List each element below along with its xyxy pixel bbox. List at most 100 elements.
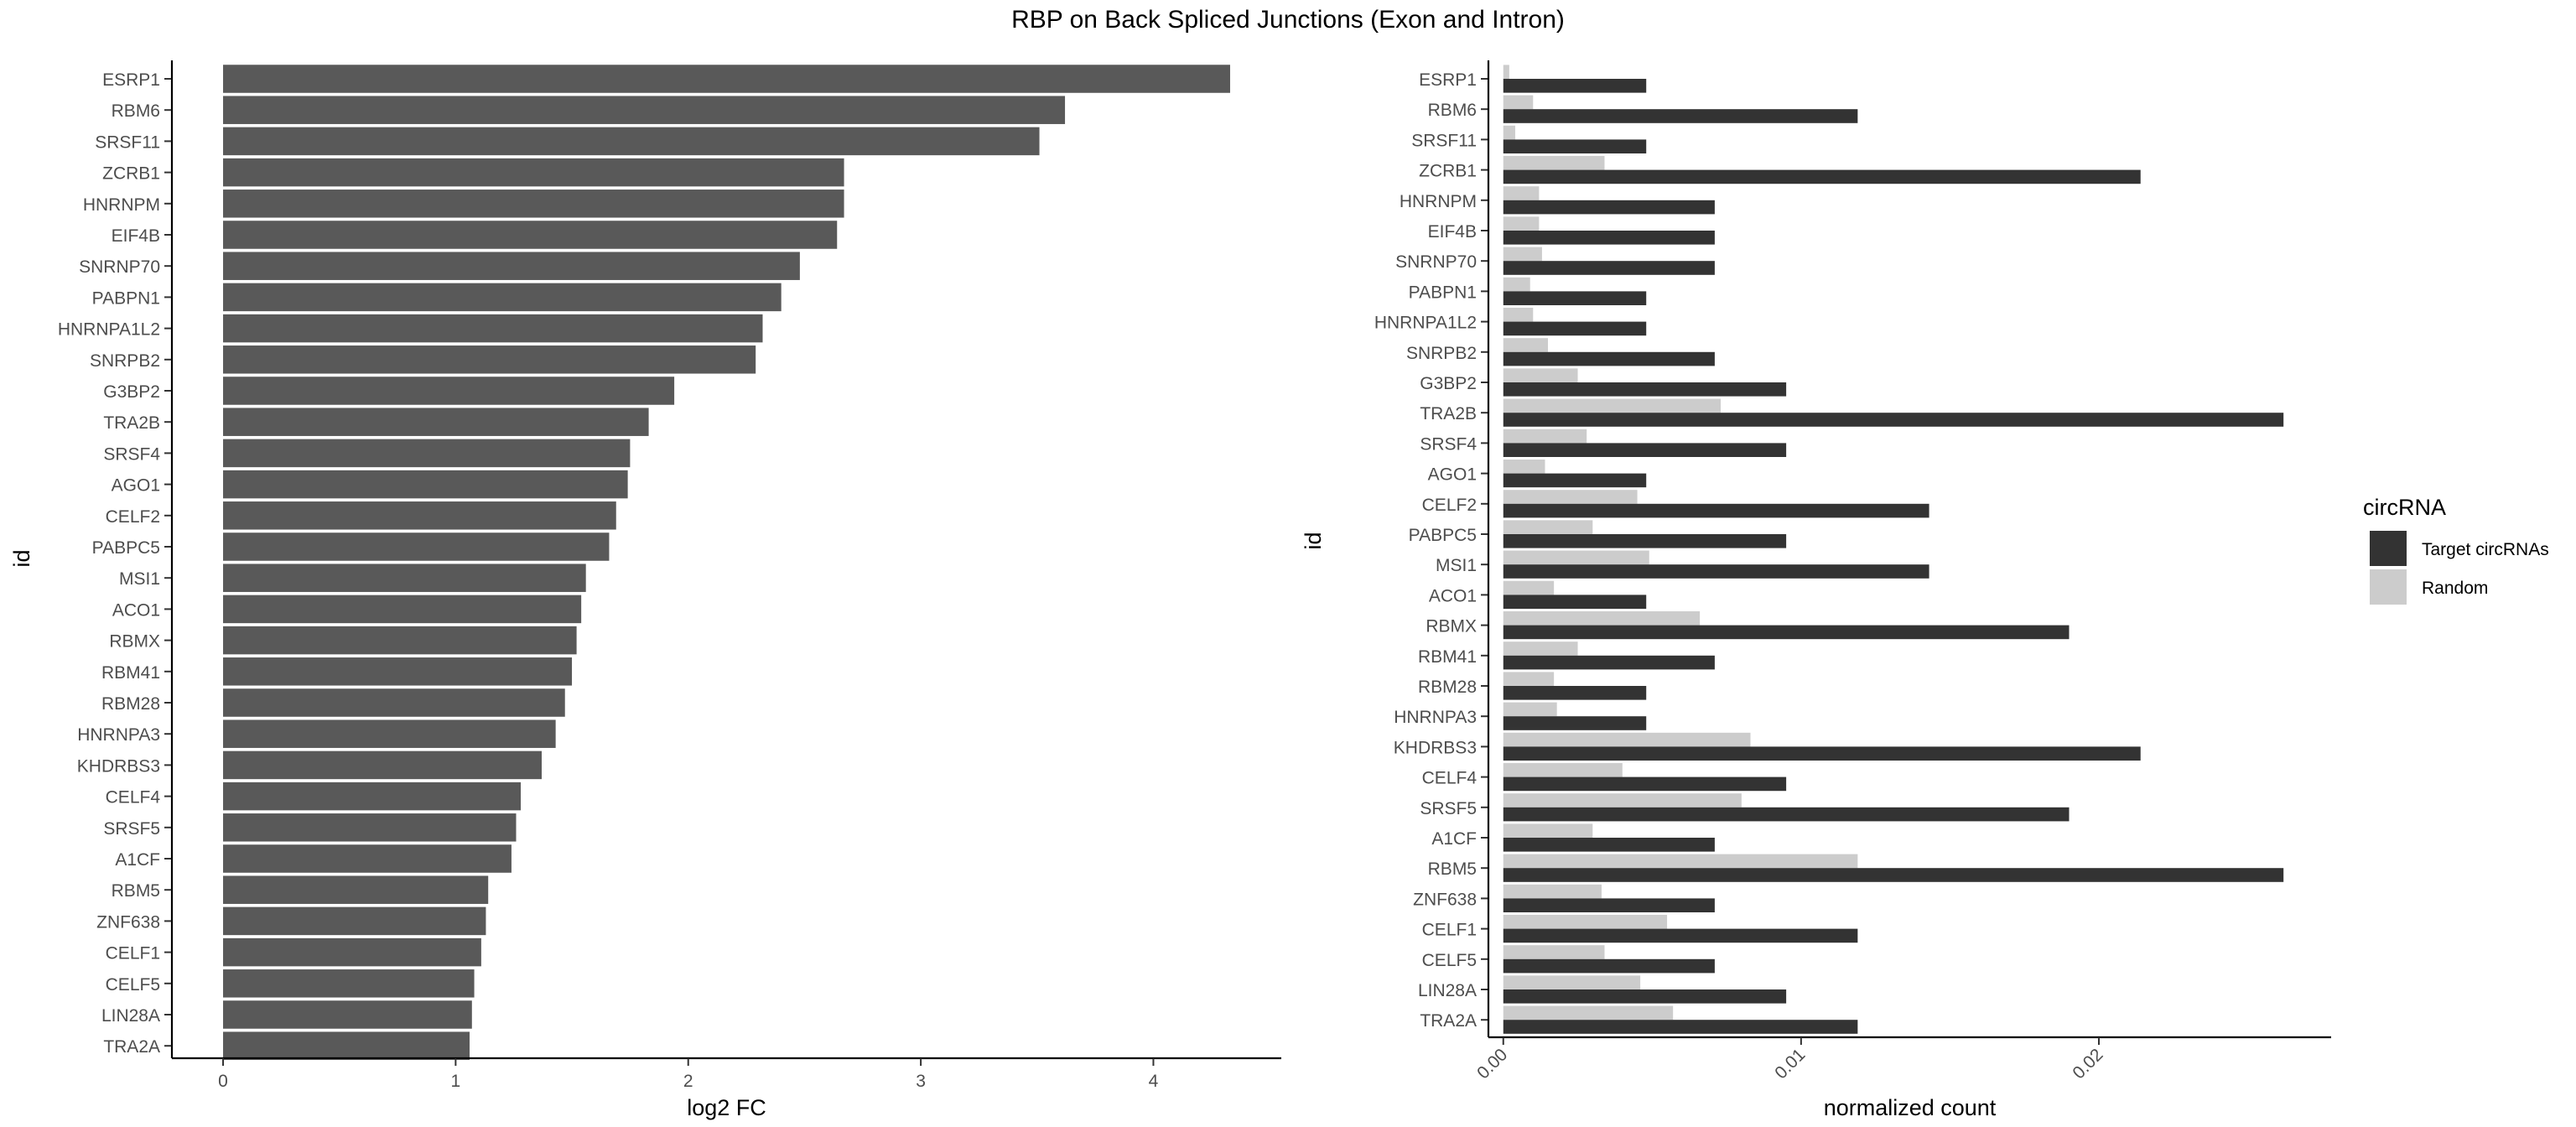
bar-random-snrnp70 (1503, 247, 1542, 262)
bar-ago1 (223, 470, 628, 499)
y-tick-label: CELF2 (106, 507, 160, 527)
bar-target-rbmx (1503, 625, 2070, 640)
bar-rbm5 (223, 875, 489, 904)
y-tick-label: CELF1 (106, 944, 160, 963)
bar-random-g3bp2 (1503, 368, 1578, 382)
bar-random-srsf5 (1503, 793, 1742, 808)
bar-tra2b (223, 408, 649, 436)
bar-random-snrpb2 (1503, 338, 1549, 352)
y-tick-label: RBM6 (1428, 101, 1477, 120)
bar-target-esrp1 (1503, 79, 1647, 93)
y-tick-label: RBM28 (1418, 678, 1477, 697)
bar-celf1 (223, 937, 481, 967)
bar-target-snrnp70 (1503, 261, 1715, 275)
bar-random-rbmx (1503, 611, 1701, 626)
bar-random-rbm6 (1503, 95, 1534, 110)
y-tick-label: RBM41 (101, 663, 160, 683)
bar-khdrbs3 (223, 750, 542, 780)
y-tick-label: A1CF (115, 850, 160, 870)
y-tick-label: CELF4 (106, 788, 161, 808)
bar-target-rbm6 (1503, 109, 1858, 123)
y-tick-label: HNRNPM (1400, 192, 1477, 211)
bar-random-hnrnpa1l2 (1503, 308, 1534, 322)
y-tick-label: RBM5 (1428, 860, 1477, 879)
y-tick-label: AGO1 (112, 476, 160, 496)
y-tick-label: HNRNPA3 (1394, 708, 1477, 727)
x-axis-title: log2 FC (687, 1095, 766, 1120)
bar-target-tra2a (1503, 1020, 1858, 1034)
y-tick-label: EIF4B (1428, 222, 1477, 242)
y-tick-label: RBMX (109, 632, 160, 652)
bar-random-lin28a (1503, 975, 1641, 989)
y-tick-label: ACO1 (1429, 586, 1477, 605)
bar-random-srsf11 (1503, 125, 1515, 140)
bar-target-ago1 (1503, 473, 1647, 488)
y-tick-label: HNRNPA1L2 (1374, 314, 1477, 333)
bar-target-rbm28 (1503, 686, 1647, 700)
y-tick-label: SRSF4 (103, 444, 160, 464)
bar-a1cf (223, 844, 512, 873)
bar-random-a1cf (1503, 823, 1593, 838)
y-tick-label: RBMX (1426, 617, 1477, 636)
bar-srsf4 (223, 439, 631, 468)
bar-hnrnpm (223, 190, 844, 218)
y-tick-label: AGO1 (1428, 465, 1477, 485)
y-tick-label: SRSF11 (1411, 131, 1477, 150)
bar-celf4 (223, 782, 522, 811)
y-tick-label: CELF1 (1422, 921, 1477, 940)
y-tick-label: G3BP2 (103, 382, 160, 402)
y-tick-label: HNRNPA1L2 (58, 320, 160, 340)
bar-target-khdrbs3 (1503, 746, 2141, 761)
bar-random-msi1 (1503, 550, 1649, 565)
bar-target-srsf11 (1503, 139, 1647, 153)
y-tick-label: ZNF638 (1413, 890, 1477, 909)
bar-random-ago1 (1503, 460, 1545, 474)
y-tick-label: SRSF11 (95, 132, 160, 152)
bar-random-celf4 (1503, 763, 1623, 777)
x-tick-label: 0.00 (1473, 1045, 1511, 1083)
y-tick-label: A1CF (1431, 829, 1477, 849)
bar-esrp1 (223, 65, 1230, 93)
bar-srsf11 (223, 127, 1040, 156)
y-tick-label: LIN28A (101, 1006, 160, 1026)
bar-pabpc5 (223, 532, 610, 561)
bar-target-celf4 (1503, 776, 1787, 792)
x-tick-label: 4 (1149, 1072, 1159, 1091)
y-tick-label: SRSF4 (1420, 434, 1477, 454)
bar-random-eif4b (1503, 216, 1540, 231)
bar-target-hnrnpm (1503, 200, 1715, 215)
y-tick-label: LIN28A (1418, 981, 1477, 1000)
x-axis-title: normalized count (1824, 1095, 1997, 1120)
y-tick-label: KHDRBS3 (1394, 738, 1477, 757)
bar-eif4b (223, 221, 838, 249)
bar-rbm41 (223, 657, 573, 686)
bar-random-celf1 (1503, 915, 1668, 929)
bar-random-tra2b (1503, 398, 1721, 413)
y-tick-label: ZCRB1 (1419, 162, 1477, 181)
y-tick-label: SNRNP70 (1395, 252, 1477, 272)
bar-rbm6 (223, 96, 1066, 124)
bar-target-pabpc5 (1503, 534, 1787, 548)
legend-label: Random (2422, 579, 2488, 598)
bar-target-pabpn1 (1503, 291, 1647, 305)
bar-random-pabpn1 (1503, 277, 1530, 292)
bar-g3bp2 (223, 377, 675, 405)
x-tick-label: 0.01 (1771, 1045, 1809, 1083)
bar-random-rbm5 (1503, 854, 1858, 869)
bar-pabpn1 (223, 283, 782, 312)
bar-target-eif4b (1503, 231, 1715, 245)
bar-target-celf5 (1503, 958, 1715, 974)
bar-srsf5 (223, 813, 517, 842)
y-tick-label: KHDRBS3 (77, 756, 160, 776)
y-tick-label: RBM41 (1418, 647, 1477, 667)
bar-target-celf2 (1503, 503, 1929, 518)
y-tick-label: MSI1 (119, 569, 160, 589)
bar-target-a1cf (1503, 838, 1715, 852)
y-tick-label: SRSF5 (1420, 799, 1477, 818)
y-tick-label: ACO1 (112, 600, 160, 620)
bar-random-rbm28 (1503, 672, 1555, 686)
y-tick-label: G3BP2 (1420, 374, 1477, 393)
bar-zcrb1 (223, 158, 844, 187)
